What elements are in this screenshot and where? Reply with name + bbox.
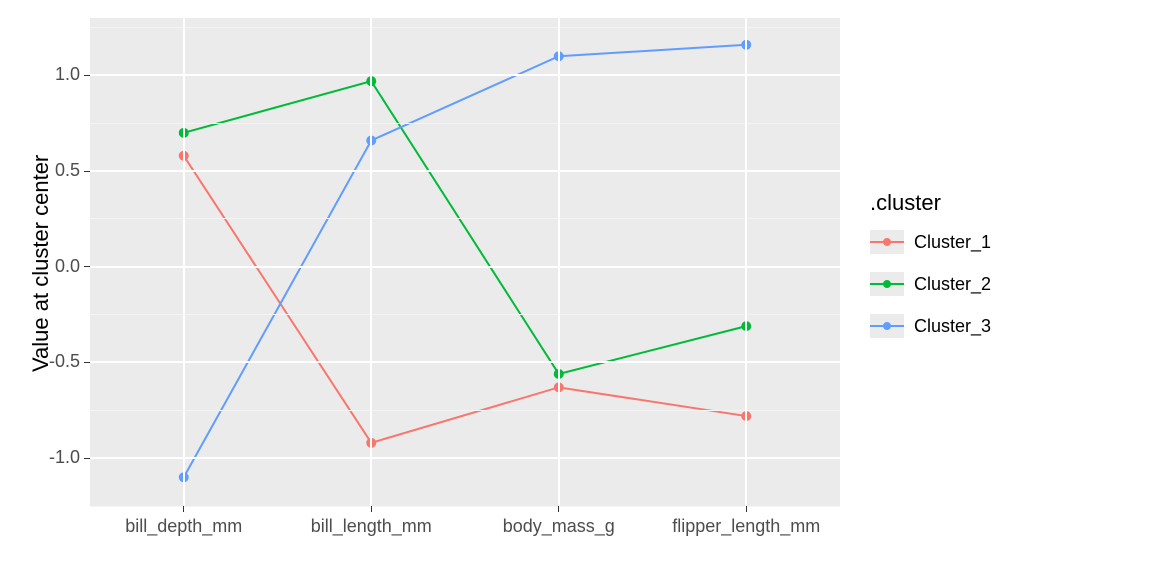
grid-minor-h bbox=[90, 123, 840, 124]
y-tick-label: 1.0 bbox=[55, 64, 80, 85]
legend-item: Cluster_1 bbox=[870, 230, 991, 254]
chart-container: Value at cluster center .cluster Cluster… bbox=[0, 0, 1152, 576]
grid-major-v bbox=[183, 18, 185, 506]
y-tick bbox=[84, 75, 90, 76]
legend-label: Cluster_1 bbox=[914, 232, 991, 253]
legend-key bbox=[870, 230, 904, 254]
y-tick-label: -0.5 bbox=[49, 351, 80, 372]
grid-major-h bbox=[90, 457, 840, 459]
x-tick-label: bill_depth_mm bbox=[84, 516, 284, 537]
legend: .cluster Cluster_1 Cluster_2 Cluster_3 bbox=[870, 190, 991, 356]
grid-minor-h bbox=[90, 27, 840, 28]
y-tick bbox=[84, 266, 90, 267]
y-tick bbox=[84, 171, 90, 172]
legend-item: Cluster_2 bbox=[870, 272, 991, 296]
legend-key bbox=[870, 272, 904, 296]
grid-major-v bbox=[745, 18, 747, 506]
legend-label: Cluster_3 bbox=[914, 316, 991, 337]
x-tick-label: body_mass_g bbox=[459, 516, 659, 537]
x-tick bbox=[183, 506, 184, 512]
legend-item: Cluster_3 bbox=[870, 314, 991, 338]
grid-major-h bbox=[90, 361, 840, 363]
x-tick bbox=[746, 506, 747, 512]
grid-minor-h bbox=[90, 314, 840, 315]
legend-title: .cluster bbox=[870, 190, 991, 216]
y-tick-label: 0.5 bbox=[55, 160, 80, 181]
y-tick bbox=[84, 458, 90, 459]
grid-minor-h bbox=[90, 410, 840, 411]
grid-minor-h bbox=[90, 506, 840, 507]
legend-key bbox=[870, 314, 904, 338]
grid-major-h bbox=[90, 170, 840, 172]
y-tick-label: 0.0 bbox=[55, 256, 80, 277]
grid-minor-h bbox=[90, 218, 840, 219]
grid-major-h bbox=[90, 266, 840, 268]
y-axis-title: Value at cluster center bbox=[28, 155, 54, 372]
grid-major-v bbox=[558, 18, 560, 506]
x-tick bbox=[558, 506, 559, 512]
y-tick bbox=[84, 362, 90, 363]
legend-label: Cluster_2 bbox=[914, 274, 991, 295]
y-tick-label: -1.0 bbox=[49, 447, 80, 468]
grid-major-h bbox=[90, 74, 840, 76]
x-tick-label: flipper_length_mm bbox=[646, 516, 846, 537]
grid-major-v bbox=[370, 18, 372, 506]
series-line bbox=[184, 81, 747, 374]
x-tick-label: bill_length_mm bbox=[271, 516, 471, 537]
series-line bbox=[184, 156, 747, 443]
x-tick bbox=[371, 506, 372, 512]
